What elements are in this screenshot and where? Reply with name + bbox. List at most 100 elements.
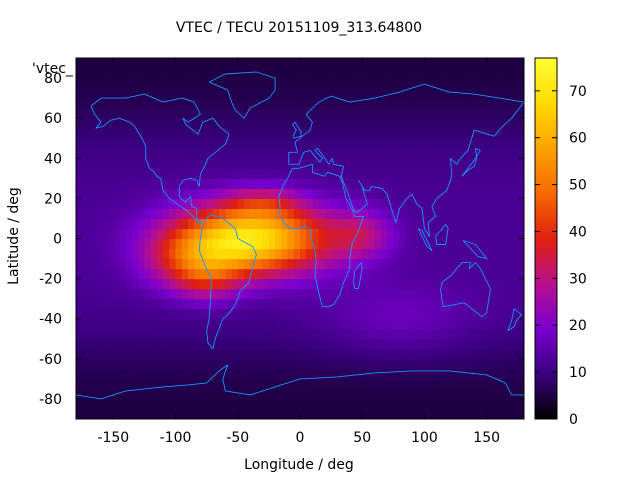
heatmap-cell xyxy=(505,98,513,109)
heatmap-cell xyxy=(443,368,450,380)
heatmap-cell xyxy=(517,328,524,340)
heatmap-cell xyxy=(511,98,519,109)
heatmap-cell xyxy=(156,388,164,400)
heatmap-cell xyxy=(244,198,251,210)
heatmap-cell xyxy=(312,88,320,99)
heatmap-cell xyxy=(480,408,488,419)
heatmap-cell xyxy=(356,218,363,230)
heatmap-cell xyxy=(132,218,139,230)
heatmap-cell xyxy=(418,308,426,320)
heatmap-cell xyxy=(293,58,301,69)
heatmap-cell xyxy=(399,138,407,149)
heatmap-cell xyxy=(374,388,382,400)
heatmap-cell xyxy=(206,248,214,260)
heatmap-cell xyxy=(312,138,320,149)
heatmap-cell xyxy=(331,368,338,380)
heatmap-cell xyxy=(449,158,457,169)
heatmap-cell xyxy=(237,58,245,69)
heatmap-cell xyxy=(505,78,513,89)
heatmap-cell xyxy=(231,78,239,89)
heatmap-cell xyxy=(455,358,463,370)
heatmap-cell xyxy=(262,118,270,129)
heatmap-cell xyxy=(343,228,351,240)
heatmap-cell xyxy=(181,348,189,360)
heatmap-cell xyxy=(380,58,388,69)
heatmap-cell xyxy=(318,78,326,89)
heatmap-cell xyxy=(275,188,282,199)
heatmap-cell xyxy=(380,158,388,169)
y-tick-label: 60 xyxy=(44,111,62,127)
heatmap-cell xyxy=(380,168,388,179)
heatmap-cell xyxy=(387,398,394,410)
heatmap-cell xyxy=(405,248,413,260)
heatmap-cell xyxy=(293,208,301,220)
heatmap-cell xyxy=(387,338,394,350)
heatmap-cell xyxy=(138,308,146,320)
heatmap-cell xyxy=(468,308,475,320)
heatmap-cell xyxy=(424,138,432,149)
heatmap-cell xyxy=(212,298,220,310)
heatmap-cell xyxy=(424,248,432,260)
heatmap-cell xyxy=(113,178,121,189)
heatmap-cell xyxy=(219,58,226,69)
heatmap-cell xyxy=(405,68,413,79)
heatmap-cell xyxy=(181,228,189,240)
heatmap-cell xyxy=(480,88,488,99)
heatmap-cell xyxy=(368,298,376,310)
heatmap-cell xyxy=(318,138,326,149)
heatmap-cell xyxy=(82,338,90,350)
heatmap-cell xyxy=(492,88,500,99)
heatmap-cell xyxy=(399,268,407,280)
heatmap-cell xyxy=(88,328,96,340)
heatmap-cell xyxy=(356,308,363,320)
heatmap-cell xyxy=(206,288,214,300)
heatmap-cell xyxy=(293,288,301,300)
heatmap-cell xyxy=(318,348,326,360)
heatmap-cell xyxy=(256,228,264,240)
heatmap-cell xyxy=(113,78,121,89)
heatmap-cell xyxy=(175,328,183,340)
heatmap-cell xyxy=(169,248,177,260)
heatmap-cell xyxy=(219,128,226,139)
heatmap-cell xyxy=(94,348,102,360)
heatmap-cell xyxy=(461,78,469,89)
heatmap-cell xyxy=(275,238,282,250)
heatmap-cell xyxy=(349,408,357,419)
heatmap-cell xyxy=(256,338,264,350)
heatmap-cell xyxy=(499,98,506,109)
heatmap-cell xyxy=(418,128,426,139)
heatmap-cell xyxy=(76,168,83,179)
heatmap-cell xyxy=(281,298,289,310)
heatmap-cell xyxy=(256,328,264,340)
heatmap-cell xyxy=(424,88,432,99)
heatmap-cell xyxy=(181,258,189,270)
heatmap-cell xyxy=(144,198,152,210)
heatmap-cell xyxy=(262,278,270,290)
heatmap-cell xyxy=(281,188,289,199)
heatmap-cell xyxy=(312,158,320,169)
colorbar-tick-label: 40 xyxy=(569,224,587,240)
heatmap-cell xyxy=(262,148,270,159)
heatmap-cell xyxy=(362,158,370,169)
heatmap-cell xyxy=(150,68,158,79)
heatmap-cell xyxy=(194,368,202,380)
heatmap-cell xyxy=(188,268,195,280)
heatmap-cell xyxy=(138,108,146,119)
heatmap-cell xyxy=(362,348,370,360)
heatmap-cell xyxy=(511,268,519,280)
heatmap-cell xyxy=(324,178,332,189)
heatmap-cell xyxy=(430,68,438,79)
heatmap-cell xyxy=(412,218,419,230)
heatmap-cell xyxy=(362,198,370,210)
heatmap-cell xyxy=(480,238,488,250)
heatmap-cell xyxy=(268,378,276,390)
colorbar-tick-label: 30 xyxy=(569,271,587,287)
heatmap-cell xyxy=(293,278,301,290)
heatmap-cell xyxy=(287,278,295,290)
heatmap-cell xyxy=(206,258,214,270)
heatmap-cell xyxy=(100,288,108,300)
heatmap-cell xyxy=(300,158,307,169)
heatmap-cell xyxy=(306,258,314,270)
heatmap-cell xyxy=(144,268,152,280)
heatmap-cell xyxy=(88,228,96,240)
